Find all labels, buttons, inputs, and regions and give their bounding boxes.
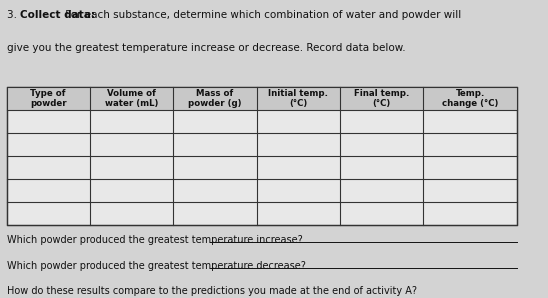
Text: Temp.
change (°C): Temp. change (°C) <box>442 89 498 108</box>
Text: Final temp.
(°C): Final temp. (°C) <box>354 89 409 108</box>
Text: Which powder produced the greatest temperature increase?: Which powder produced the greatest tempe… <box>7 235 302 245</box>
Text: For each substance, determine which combination of water and powder will: For each substance, determine which comb… <box>62 10 461 20</box>
Text: Volume of
water (mL): Volume of water (mL) <box>105 89 158 108</box>
Bar <box>7 87 517 110</box>
Text: Which powder produced the greatest temperature decrease?: Which powder produced the greatest tempe… <box>7 260 305 271</box>
Text: Initial temp.
(°C): Initial temp. (°C) <box>268 89 328 108</box>
Text: Mass of
powder (g): Mass of powder (g) <box>188 89 242 108</box>
Text: Collect data:: Collect data: <box>20 10 95 20</box>
Text: How do these results compare to the predictions you made at the end of activity : How do these results compare to the pred… <box>7 286 416 296</box>
Text: 3.: 3. <box>7 10 20 20</box>
Text: Type of
powder: Type of powder <box>30 89 66 108</box>
Text: give you the greatest temperature increase or decrease. Record data below.: give you the greatest temperature increa… <box>7 43 405 53</box>
